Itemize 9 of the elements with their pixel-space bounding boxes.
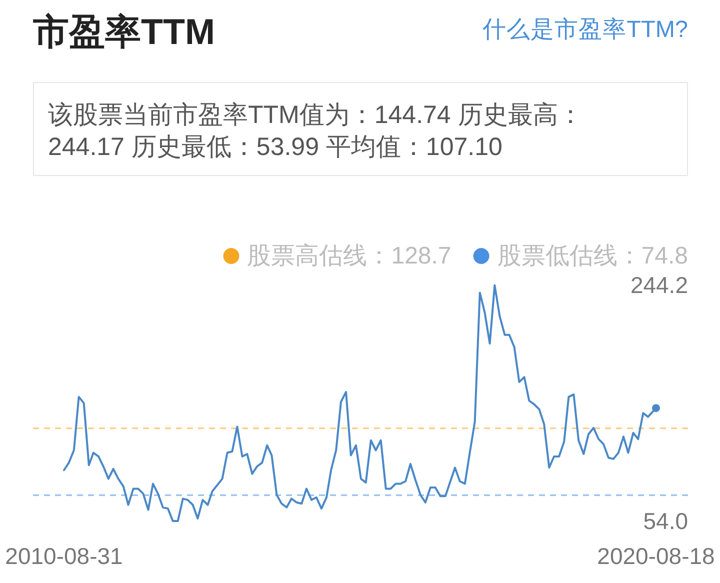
x-tick-label: 2010-08-31 — [5, 543, 123, 569]
y-tick-label: 54.0 — [643, 508, 688, 534]
title: 市盈率TTM — [33, 11, 215, 52]
link: 什么是市盈率TTM? — [482, 16, 688, 42]
y-tick-label: 244.2 — [630, 272, 688, 298]
legend-label: 股票低估线：74.8 — [497, 242, 688, 270]
text: 该股票当前市盈率TTM值为：144.74 历史最高：244.17 历史最低：53.99 平均值：107.10 — [33, 82, 688, 176]
legend-label: 股票高估线：128.7 — [247, 242, 452, 270]
x-tick-label: 2020-08-18 — [597, 543, 715, 569]
